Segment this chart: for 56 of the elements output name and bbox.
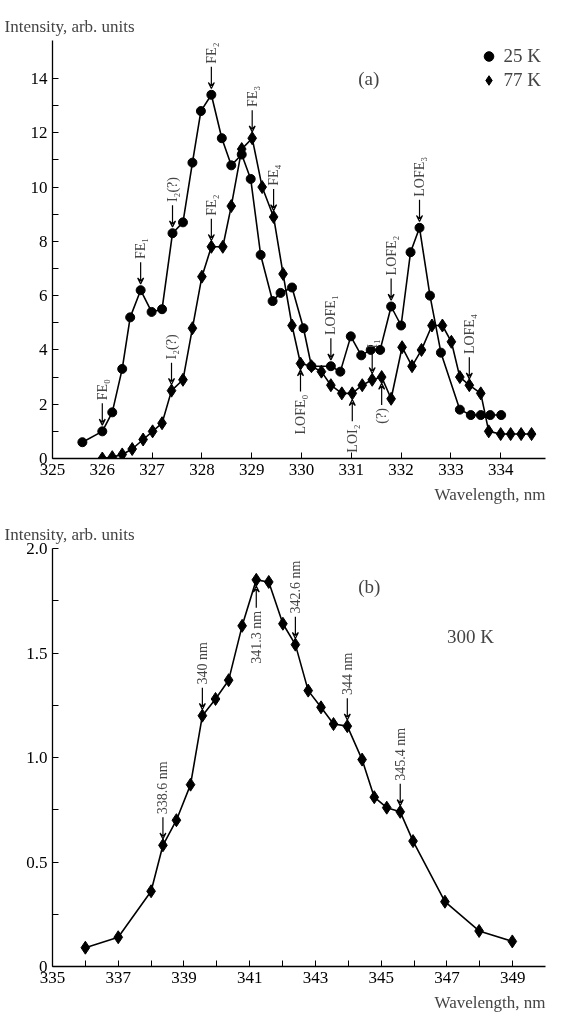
annotation: FE₂ — [203, 194, 219, 216]
legend-label: 25 K — [503, 45, 541, 67]
x-tick-label: 331 — [338, 459, 365, 479]
annotation: FE₀ — [94, 378, 110, 401]
annotation: LOFE₂ — [383, 235, 399, 276]
y-tick-label: 10 — [30, 177, 48, 197]
x-tick-label: 327 — [139, 459, 166, 479]
annotation: FE₃ — [244, 85, 260, 108]
x-tick-label: 330 — [288, 459, 315, 479]
x-tick-label: 326 — [89, 459, 116, 479]
x-tick-label: 349 — [499, 967, 526, 987]
x-tick-label: 329 — [238, 459, 265, 479]
y-tick-label: 0.5 — [26, 852, 48, 872]
x-tick-label: 334 — [487, 459, 514, 479]
annotation: FE₁ — [133, 237, 149, 260]
y-tick-label: 8 — [39, 231, 48, 251]
annotation: LOFE₄ — [461, 314, 477, 355]
x-tick-label: 332 — [388, 459, 414, 479]
annotation: FE₄ — [266, 164, 282, 186]
annotation: 300 K — [446, 625, 495, 647]
annotation: 345.4 nm — [392, 727, 408, 781]
y-axis-title: Intensity, arb. units — [4, 16, 135, 36]
y-tick-label: 6 — [39, 286, 48, 306]
annotation: LOFE₁ — [323, 295, 339, 336]
annotation: (?) — [374, 407, 391, 424]
x-tick-label: 345 — [368, 967, 394, 987]
x-axis-title: Wavelength, nm — [434, 992, 546, 1012]
y-tick-label: 14 — [30, 69, 48, 88]
annotation: I₂(?) — [164, 334, 181, 360]
x-tick-label: 341 — [236, 967, 263, 987]
annotation: FE₂ — [203, 42, 219, 64]
x-tick-label: 343 — [302, 967, 329, 987]
legend-label: 77 K — [503, 69, 541, 91]
y-tick-label: 1.0 — [26, 748, 48, 767]
annotation: 344 nm — [339, 652, 355, 696]
annotation: (a) — [358, 67, 380, 90]
y-tick-label: 2 — [39, 394, 48, 414]
x-tick-label: 333 — [438, 459, 464, 479]
annotation: 342.6 nm — [287, 560, 303, 614]
annotation: (b) — [358, 575, 381, 598]
annotation: I₁ — [364, 339, 380, 349]
annotation: LOFE₀ — [292, 394, 308, 435]
annotation: 340 nm — [194, 642, 210, 685]
annotation: LOFE₃ — [412, 156, 428, 197]
y-tick-label: 12 — [30, 123, 48, 143]
x-tick-label: 339 — [171, 967, 197, 987]
x-axis-title: Wavelength, nm — [434, 484, 546, 504]
x-tick-label: 347 — [434, 967, 461, 987]
y-tick-label: 1.5 — [26, 643, 48, 663]
annotation: LOI₂ — [344, 424, 360, 453]
x-tick-label: 328 — [189, 459, 215, 479]
annotation: 338.6 nm — [155, 761, 171, 815]
annotation: 341.3 nm — [248, 610, 264, 664]
annotation: I₂(?) — [165, 176, 182, 203]
x-tick-label: 337 — [105, 967, 132, 987]
y-tick-label: 4 — [39, 340, 48, 360]
